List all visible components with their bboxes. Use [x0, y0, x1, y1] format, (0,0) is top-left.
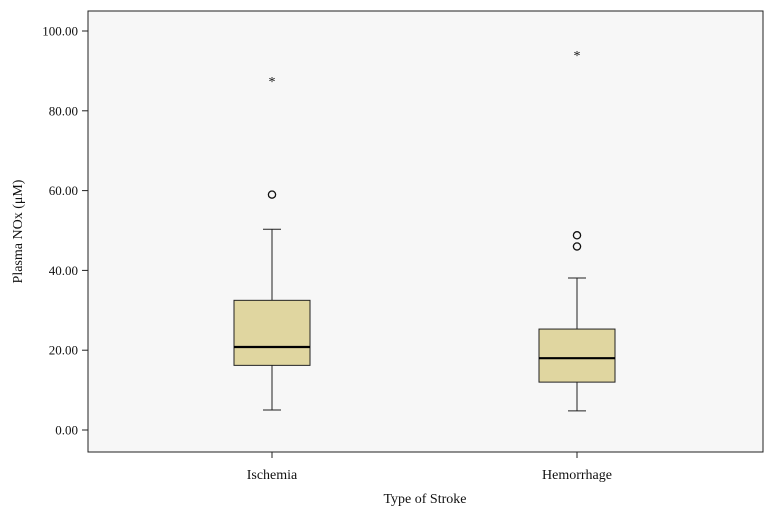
extreme-point: * [574, 49, 581, 64]
x-tick-label: Hemorrhage [542, 468, 612, 483]
y-tick-label: 40.00 [49, 263, 78, 278]
x-tick-label: Ischemia [247, 468, 298, 483]
y-tick-label: 20.00 [49, 343, 78, 358]
extreme-point: * [269, 75, 276, 90]
y-tick-label: 80.00 [49, 103, 78, 118]
y-tick-label: 60.00 [49, 183, 78, 198]
outlier-point [572, 231, 582, 240]
y-axis-label: Plasma NOx (μM) [11, 179, 26, 283]
iqr-box [538, 328, 616, 383]
x-axis: Ischemia Hemorrhage [247, 452, 612, 483]
box-hemorrhage: * [538, 49, 616, 412]
y-tick-label: 0.00 [55, 423, 78, 438]
outlier-point [572, 242, 582, 251]
box-series: ** [233, 49, 616, 412]
plot-area [87, 10, 764, 453]
y-tick-label: 100.00 [42, 24, 78, 39]
outlier-point [267, 190, 277, 199]
x-axis-label: Type of Stroke [383, 492, 466, 507]
box-ischemia: * [233, 75, 311, 411]
y-axis: 0.00 20.00 40.00 60.00 80.00 100.00 [42, 24, 88, 438]
iqr-box [233, 299, 311, 366]
